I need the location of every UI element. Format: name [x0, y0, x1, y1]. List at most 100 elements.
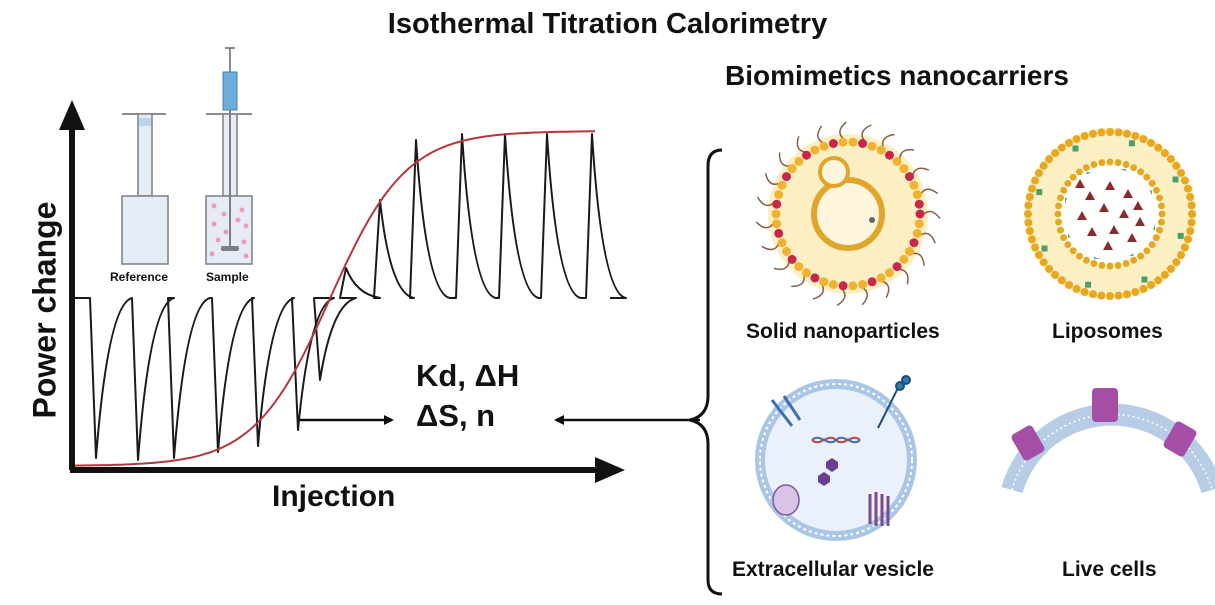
lipid-head: [1082, 164, 1090, 172]
lipid-head: [1098, 159, 1106, 167]
parameters-line-1: Kd, ΔH: [416, 358, 520, 393]
lipid-head: [848, 281, 858, 291]
lipid-head: [867, 141, 877, 151]
lipid-head: [1137, 168, 1145, 176]
lipid-head: [1057, 143, 1066, 152]
lipid-head: [1177, 251, 1185, 259]
lipid-head: [1060, 234, 1068, 242]
lipid-head: [1057, 276, 1066, 285]
lipid-head: [802, 268, 811, 278]
peg-chain: [920, 232, 936, 244]
lipid-head: [1177, 169, 1185, 177]
lipid-head: [1114, 128, 1123, 137]
peg-chain: [836, 289, 846, 307]
lipid-head: [1051, 270, 1060, 279]
lipid-head: [1065, 281, 1073, 289]
extracellular-vesicle-label: Extracellular vesicle: [732, 558, 934, 581]
membrane-marker: [1041, 245, 1048, 252]
lipid-head: [838, 281, 848, 291]
lipid-head: [782, 172, 791, 182]
lipid-head: [1080, 288, 1089, 296]
peg-chain: [817, 125, 823, 144]
peg-chain: [812, 285, 825, 300]
lipid-head: [1069, 173, 1077, 181]
lipid-head: [1064, 241, 1072, 249]
lipid-head: [909, 238, 919, 248]
lipid-head: [1187, 201, 1196, 210]
lipid-head: [819, 277, 829, 287]
lipid-head: [892, 156, 902, 166]
extracellular-vesicle-icon: [755, 375, 917, 541]
lipid-head: [1057, 194, 1064, 202]
lipid-head: [771, 209, 781, 219]
peg-chain: [912, 167, 930, 175]
parameters-line-2: ΔS, n: [416, 398, 496, 433]
lipid-head: [915, 209, 925, 219]
lipid-head: [1106, 292, 1114, 300]
lipid-head: [848, 137, 858, 147]
lipid-head: [777, 180, 787, 190]
lipid-head: [1188, 210, 1196, 218]
lipid-head: [858, 280, 868, 289]
lipid-head: [1154, 276, 1163, 285]
lipid-head: [1031, 243, 1040, 252]
lipid-head: [828, 280, 838, 289]
solid-nanoparticle-icon: [755, 121, 941, 307]
lipid-head: [1098, 261, 1106, 269]
membrane-marker: [1177, 232, 1184, 239]
lipid-head: [909, 180, 919, 190]
lipid-head: [1075, 168, 1083, 176]
lipid-head: [1039, 161, 1048, 170]
plot-axes: [59, 100, 625, 483]
lipid-head: [1152, 234, 1160, 242]
peg-chain: [881, 133, 895, 147]
lipid-head: [1180, 176, 1189, 185]
lipid-head: [1106, 128, 1114, 136]
lipid-head: [876, 273, 886, 283]
lipid-head: [1024, 218, 1033, 227]
liposome-icon: [1024, 128, 1196, 300]
lipid-head: [772, 199, 782, 209]
lipid-head: [1139, 284, 1148, 293]
peg-chain: [764, 173, 779, 185]
peg-chain: [839, 121, 847, 139]
sample-cell-label: Sample: [206, 270, 249, 284]
binding-isotherm-curve: [74, 130, 595, 467]
peg-chain: [778, 152, 790, 167]
lipid-head: [1122, 260, 1130, 267]
peg-chain: [861, 287, 868, 306]
lipid-head: [1106, 158, 1114, 166]
drug-molecule: [1099, 203, 1109, 212]
lipid-head: [1035, 251, 1043, 259]
lipid-head: [1080, 132, 1089, 140]
live-cell-membrane-icon: [1001, 388, 1215, 494]
peg-chain: [773, 261, 790, 271]
lipid-head: [819, 141, 829, 151]
lipid-head: [1082, 256, 1090, 264]
lipid-head: [1157, 202, 1165, 210]
lipid-head: [1024, 201, 1033, 210]
solid-nanoparticles-label: Solid nanoparticles: [746, 320, 940, 343]
peg-chain: [899, 148, 915, 159]
membrane-marker: [1072, 145, 1079, 152]
lipid-head: [1055, 202, 1063, 210]
lipid-head: [1152, 186, 1160, 194]
lipid-head: [1045, 264, 1054, 273]
lipid-head: [1184, 235, 1192, 244]
lipid-head: [867, 277, 877, 287]
lipid-head: [914, 199, 924, 209]
peg-chain: [899, 268, 909, 285]
lipid-head: [1123, 129, 1131, 138]
lipid-head: [1143, 247, 1151, 255]
lipid-head: [1147, 139, 1155, 147]
peg-chain: [755, 221, 774, 229]
lipid-head: [1060, 186, 1068, 194]
lipid-head: [912, 190, 922, 200]
lipid-head: [885, 268, 894, 278]
lipid-head: [838, 137, 848, 147]
lipid-head: [802, 150, 811, 160]
peg-chain: [882, 280, 890, 299]
lipid-head: [1114, 261, 1122, 269]
lipid-head: [1028, 184, 1036, 193]
